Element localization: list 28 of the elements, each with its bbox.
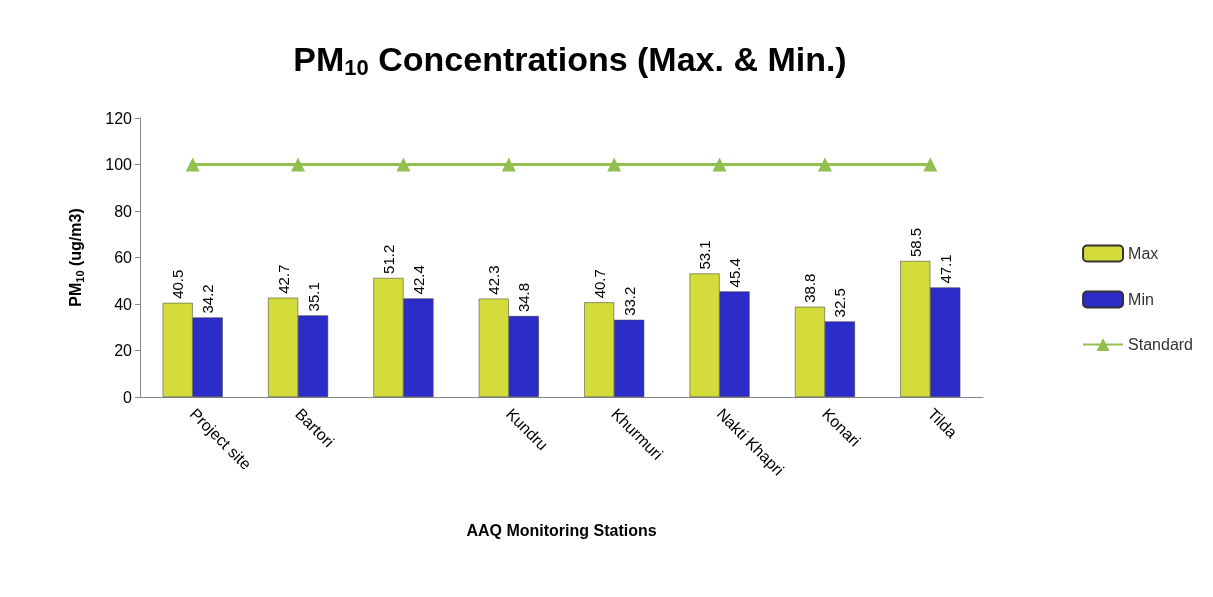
legend-label: Standard: [1128, 336, 1193, 353]
y-tick-label: 80: [114, 202, 133, 220]
data-label: 33.2: [620, 286, 638, 316]
data-label: 42.7: [274, 264, 292, 294]
y-tick-label: 0: [123, 388, 133, 406]
data-label: 34.8: [515, 282, 533, 313]
data-label: 53.1: [696, 240, 714, 270]
data-label: 38.8: [801, 273, 819, 303]
y-tick-label: 120: [105, 109, 133, 127]
data-label: 32.5: [831, 288, 849, 318]
y-tick-label: 20: [114, 342, 133, 359]
legend-label: Min: [1128, 291, 1154, 308]
data-label: 45.4: [726, 258, 744, 288]
data-label: 35.1: [304, 282, 322, 312]
y-tick-label: 40: [114, 295, 133, 313]
x-axis-title: AAQ Monitoring Stations: [466, 521, 657, 539]
data-label: 42.3: [485, 265, 503, 295]
data-label: 58.5: [906, 227, 924, 257]
legend-label: Max: [1128, 245, 1159, 262]
data-label: 40.5: [169, 269, 187, 299]
y-tick-label: 100: [105, 156, 133, 173]
y-tick-label: 60: [114, 249, 133, 266]
data-label: 47.1: [936, 254, 954, 284]
data-label: 51.2: [379, 244, 397, 274]
data-label: 40.7: [590, 269, 608, 299]
data-label: 34.2: [199, 284, 217, 314]
y-axis-title: PM10 (ug/m3): [67, 208, 86, 307]
data-label: 42.4: [409, 265, 427, 295]
